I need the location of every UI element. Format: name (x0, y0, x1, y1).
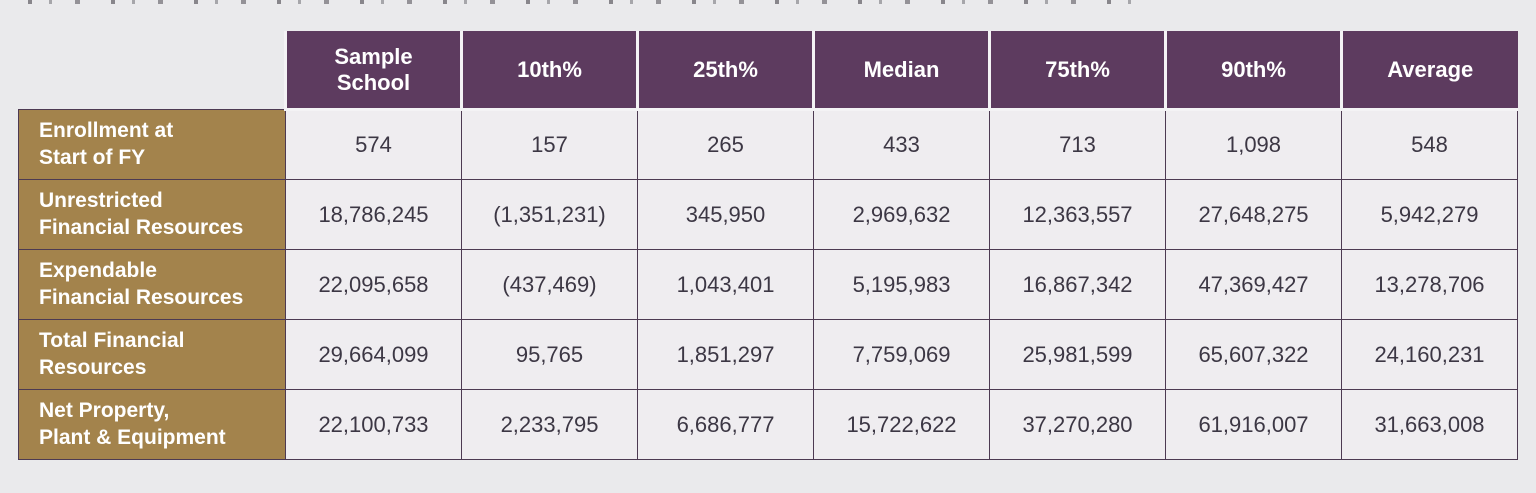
row-label-unrestricted: Unrestricted Financial Resources (18, 179, 286, 250)
cell-unrestricted-average: 5,942,279 (1341, 179, 1518, 250)
cell-unrestricted-median: 2,969,632 (813, 179, 990, 250)
header-line: 25th% (693, 56, 758, 82)
cell-expendable-90th: 47,369,427 (1165, 249, 1342, 320)
cell-enrollment-25th: 265 (637, 109, 814, 180)
cell-enrollment-75th: 713 (989, 109, 1166, 180)
cell-net-property-75th: 37,270,280 (989, 389, 1166, 460)
header-line: Average (1387, 56, 1474, 82)
label-line: Total Financial (39, 328, 185, 352)
column-header-average: Average (1340, 31, 1518, 111)
label-line: Plant & Equipment (39, 425, 226, 449)
table-row-enrollment: Enrollment at Start of FY 574 157 265 43… (18, 109, 1518, 180)
clipped-text-fragments (28, 0, 1148, 4)
label-line: Expendable (39, 258, 157, 282)
cell-unrestricted-10th: (1,351,231) (461, 179, 638, 250)
label-line: Financial Resources (39, 285, 244, 309)
cell-expendable-sample-school: 22,095,658 (285, 249, 462, 320)
table-row-unrestricted: Unrestricted Financial Resources 18,786,… (18, 179, 1518, 250)
cell-unrestricted-sample-school: 18,786,245 (285, 179, 462, 250)
cell-unrestricted-25th: 345,950 (637, 179, 814, 250)
cell-net-property-25th: 6,686,777 (637, 389, 814, 460)
cell-total-90th: 65,607,322 (1165, 319, 1342, 390)
row-label-enrollment: Enrollment at Start of FY (18, 109, 286, 180)
cell-total-average: 24,160,231 (1341, 319, 1518, 390)
label-line: Financial Resources (39, 215, 244, 239)
table-row-total: Total Financial Resources 29,664,099 95,… (18, 319, 1518, 390)
cell-enrollment-median: 433 (813, 109, 990, 180)
row-label-total: Total Financial Resources (18, 319, 286, 390)
cell-net-property-10th: 2,233,795 (461, 389, 638, 460)
column-header-90th-percentile: 90th% (1164, 31, 1342, 111)
row-label-expendable: Expendable Financial Resources (18, 249, 286, 320)
cell-expendable-25th: 1,043,401 (637, 249, 814, 320)
cell-unrestricted-90th: 27,648,275 (1165, 179, 1342, 250)
column-header-75th-percentile: 75th% (988, 31, 1166, 111)
table-row-expendable: Expendable Financial Resources 22,095,65… (18, 249, 1518, 320)
header-line: 75th% (1045, 56, 1110, 82)
header-line: Median (863, 56, 940, 82)
corner-cell (19, 31, 286, 110)
column-header-25th-percentile: 25th% (636, 31, 814, 111)
cell-enrollment-10th: 157 (461, 109, 638, 180)
cell-total-median: 7,759,069 (813, 319, 990, 390)
label-line: Start of FY (39, 145, 146, 169)
label-line: Enrollment at (39, 118, 174, 142)
column-header-median: Median (812, 31, 990, 111)
cell-expendable-75th: 16,867,342 (989, 249, 1166, 320)
column-header-sample-school: Sample School (284, 31, 462, 111)
column-header-10th-percentile: 10th% (460, 31, 638, 111)
table-row-net-property: Net Property, Plant & Equipment 22,100,7… (18, 389, 1518, 460)
financial-resources-table: Sample School 10th% 25th% Median 75th% 9… (18, 31, 1518, 460)
cell-expendable-median: 5,195,983 (813, 249, 990, 320)
cell-net-property-90th: 61,916,007 (1165, 389, 1342, 460)
cell-enrollment-average: 548 (1341, 109, 1518, 180)
cell-unrestricted-75th: 12,363,557 (989, 179, 1166, 250)
cell-net-property-average: 31,663,008 (1341, 389, 1518, 460)
cell-net-property-median: 15,722,622 (813, 389, 990, 460)
header-row: Sample School 10th% 25th% Median 75th% 9… (19, 31, 1518, 111)
label-line: Resources (39, 355, 147, 379)
cell-total-25th: 1,851,297 (637, 319, 814, 390)
cell-total-10th: 95,765 (461, 319, 638, 390)
header-line: 10th% (517, 56, 582, 82)
cell-expendable-average: 13,278,706 (1341, 249, 1518, 320)
label-line: Net Property, (39, 398, 170, 422)
cell-total-sample-school: 29,664,099 (285, 319, 462, 390)
label-line: Unrestricted (39, 188, 163, 212)
header-line: 90th% (1221, 56, 1286, 82)
cell-expendable-10th: (437,469) (461, 249, 638, 320)
header-line: School (336, 69, 411, 95)
header-line: Sample (334, 43, 413, 69)
cell-enrollment-90th: 1,098 (1165, 109, 1342, 180)
cell-enrollment-sample-school: 574 (285, 109, 462, 180)
cell-net-property-sample-school: 22,100,733 (285, 389, 462, 460)
row-label-net-property: Net Property, Plant & Equipment (18, 389, 286, 460)
cell-total-75th: 25,981,599 (989, 319, 1166, 390)
